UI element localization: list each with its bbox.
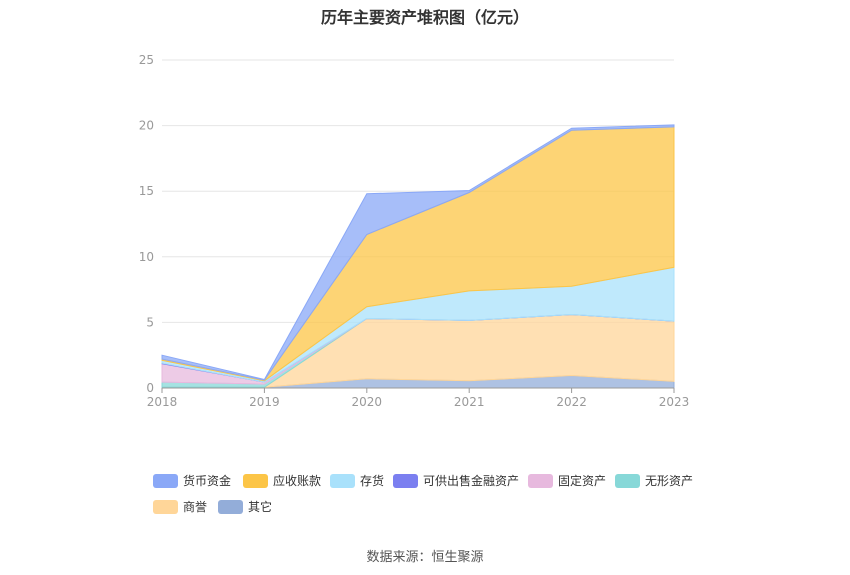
legend-label: 存货 <box>360 474 385 488</box>
legend-swatch <box>243 473 268 488</box>
area-layer <box>161 124 675 389</box>
legend-swatch <box>393 473 418 488</box>
x-tick-label: 2021 <box>454 395 485 409</box>
legend-label: 货币资金 <box>183 474 232 488</box>
y-tick-label: 25 <box>139 53 154 67</box>
x-tick-label: 2018 <box>147 395 178 409</box>
legend-label: 固定资产 <box>558 474 607 488</box>
chart-title: 历年主要资产堆积图（亿元） <box>320 8 529 27</box>
legend-item[interactable]: 存货 <box>330 472 384 489</box>
legend-label: 可供出售金融资产 <box>423 474 520 488</box>
x-tick-label: 2020 <box>352 395 383 409</box>
legend-label: 商誉 <box>183 500 208 514</box>
legend-item[interactable]: 无形资产 <box>615 472 693 489</box>
y-tick-label: 20 <box>139 119 154 133</box>
legend-swatch <box>330 473 355 488</box>
x-tick-label: 2022 <box>556 395 587 409</box>
x-tick-label: 2023 <box>659 395 690 409</box>
legend-swatch <box>528 473 553 488</box>
y-tick-label: 0 <box>146 381 154 395</box>
legend-swatch <box>153 473 178 488</box>
source-note: 数据来源：恒生聚源 <box>366 550 484 565</box>
legend-item[interactable]: 固定资产 <box>528 472 606 489</box>
axis-layer: 0 5 10 15 20 25 2018 2019 2020 2021 2022 2023 <box>139 53 690 409</box>
area-series-7 <box>161 124 675 381</box>
legend-item[interactable]: 商誉 <box>153 498 207 515</box>
y-tick-label: 10 <box>139 250 154 264</box>
y-tick-label: 5 <box>146 315 154 329</box>
legend-item[interactable]: 其它 <box>218 498 272 515</box>
legend-swatch <box>218 499 243 514</box>
legend-label: 其它 <box>248 500 273 514</box>
legend-item[interactable]: 货币资金 <box>153 472 231 489</box>
x-tick-label: 2019 <box>249 395 280 409</box>
legend-label: 应收账款 <box>273 474 322 488</box>
legend-label: 无形资产 <box>645 474 694 488</box>
legend-item[interactable]: 可供出售金融资产 <box>393 472 519 489</box>
y-tick-label: 15 <box>139 184 154 198</box>
legend-swatch <box>153 499 178 514</box>
legend-swatch <box>615 473 640 488</box>
legend-item[interactable]: 应收账款 <box>243 472 321 489</box>
